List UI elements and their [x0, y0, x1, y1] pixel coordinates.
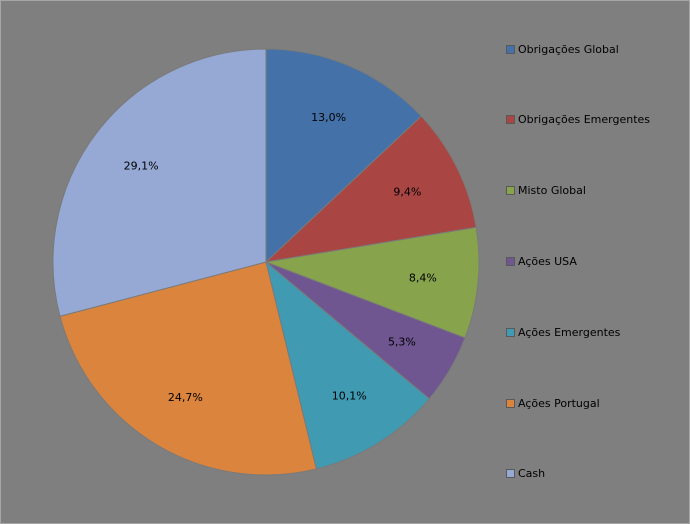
- legend-label: Ações USA: [518, 254, 577, 268]
- legend-swatch: [506, 256, 515, 266]
- legend-label: Ações Emergentes: [518, 325, 621, 339]
- legend-label: Misto Global: [518, 184, 586, 198]
- legend-item-acoes-emergentes: Ações Emergentes: [506, 324, 620, 340]
- pie-slice-acoes-portugal: [59, 261, 317, 476]
- legend-item-acoes-portugal: Ações Portugal: [506, 395, 600, 411]
- legend-swatch: [506, 469, 515, 479]
- data-label-acoes-portugal: 24,7%: [168, 391, 203, 404]
- data-label-acoes-usa: 5,3%: [388, 335, 416, 348]
- data-label-misto-global: 8,4%: [409, 271, 437, 284]
- legend-label: Cash: [518, 467, 546, 481]
- pie-chart: 13,0% 9,4% 8,4% 5,3% 10,1% 24,7% 29,1%: [52, 48, 480, 476]
- legend-item-obrigacoes-emergentes: Obrigações Emergentes: [506, 112, 650, 128]
- legend: Obrigações Global Obrigações Emergentes Mi…: [506, 1, 689, 523]
- legend-item-acoes-usa: Ações USA: [506, 253, 577, 269]
- data-label-obrigacoes-global: 13,0%: [311, 111, 346, 124]
- pie-slice-obrigacoes-global: [265, 48, 422, 264]
- data-label-obrigacoes-emergentes: 9,4%: [393, 186, 421, 199]
- legend-item-cash: Cash: [506, 466, 545, 482]
- legend-label: Obrigações Emergentes: [518, 113, 651, 127]
- pie-slice-cash: [52, 48, 267, 317]
- legend-swatch: [506, 327, 515, 337]
- data-label-acoes-emergentes: 10,1%: [332, 389, 367, 402]
- pie-slice-misto-global: [264, 226, 480, 339]
- legend-swatch: [506, 398, 515, 408]
- pie-slice-obrigacoes-emergentes: [264, 115, 477, 263]
- legend-swatch: [506, 186, 515, 196]
- legend-item-obrigacoes-global: Obrigações Global: [506, 41, 619, 57]
- legend-swatch: [506, 115, 515, 125]
- legend-label: Ações Portugal: [518, 396, 600, 410]
- legend-swatch: [506, 44, 515, 54]
- legend-label: Obrigações Global: [518, 42, 619, 56]
- pie-data-labels: 13,0% 9,4% 8,4% 5,3% 10,1% 24,7% 29,1%: [124, 111, 437, 404]
- data-label-cash: 29,1%: [124, 159, 159, 172]
- legend-item-misto-global: Misto Global: [506, 183, 586, 199]
- pie-slice-acoes-emergentes: [265, 260, 430, 470]
- pie-slices: [52, 48, 480, 476]
